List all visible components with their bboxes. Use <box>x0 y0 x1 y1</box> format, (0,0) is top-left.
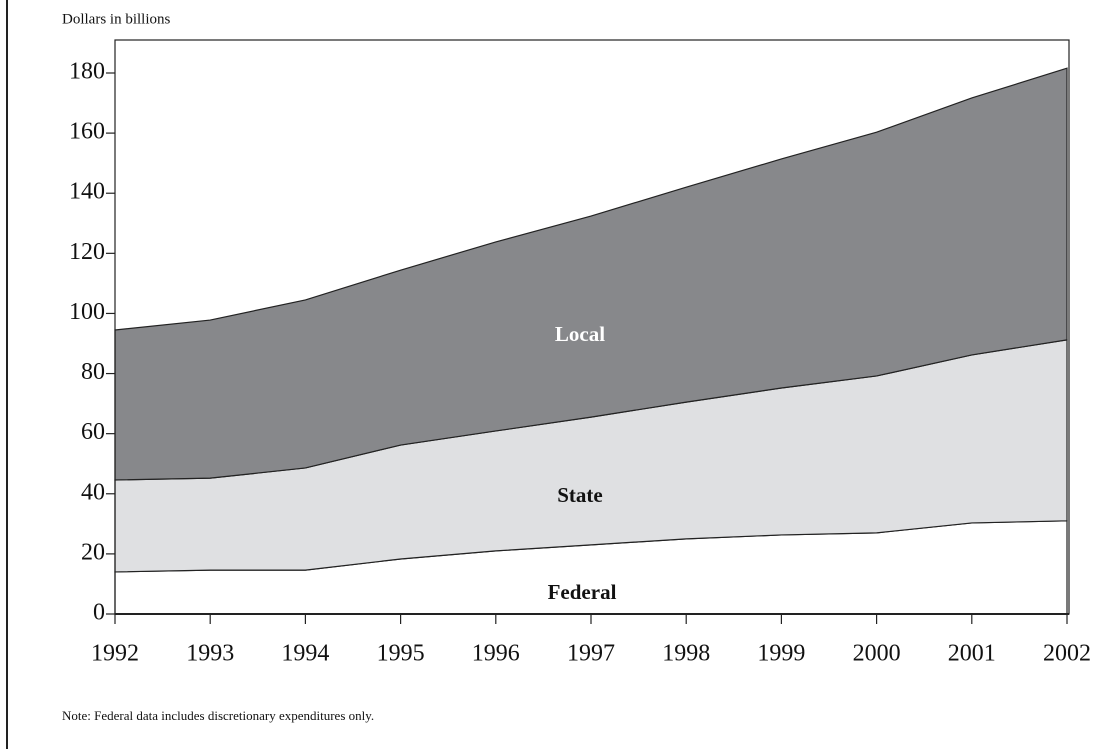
series-label: Local <box>555 322 605 346</box>
y-tick-label: 40 <box>81 479 105 505</box>
x-tick-label: 1995 <box>377 641 425 667</box>
y-axis-label: Dollars in billions <box>62 11 170 27</box>
y-tick-label: 0 <box>93 600 105 626</box>
y-tick-label: 20 <box>81 539 105 565</box>
x-tick-label: 1999 <box>757 641 805 667</box>
x-tick-label: 1996 <box>472 641 520 667</box>
series-label: Federal <box>548 580 617 604</box>
x-tick-label: 2001 <box>948 641 996 667</box>
y-tick-label: 180 <box>69 59 105 85</box>
area <box>114 67 1068 481</box>
x-tick-label: 2002 <box>1043 641 1091 667</box>
x-tick-label: 1993 <box>186 641 234 667</box>
y-tick-label: 120 <box>69 239 105 265</box>
y-tick-label: 60 <box>81 419 105 445</box>
y-tick-label: 140 <box>69 179 105 205</box>
x-tick-label: 2000 <box>853 641 901 667</box>
y-tick-label: 100 <box>69 299 105 325</box>
y-tick-label: 80 <box>81 359 105 385</box>
y-tick-label: 160 <box>69 119 105 145</box>
x-tick-label: 1992 <box>91 641 139 667</box>
series-label: State <box>557 483 603 507</box>
x-tick-label: 1994 <box>281 641 329 667</box>
x-tick-label: 1998 <box>662 641 710 667</box>
x-tick-label: 1997 <box>567 641 615 667</box>
note: Note: Federal data includes discretionar… <box>62 708 374 723</box>
